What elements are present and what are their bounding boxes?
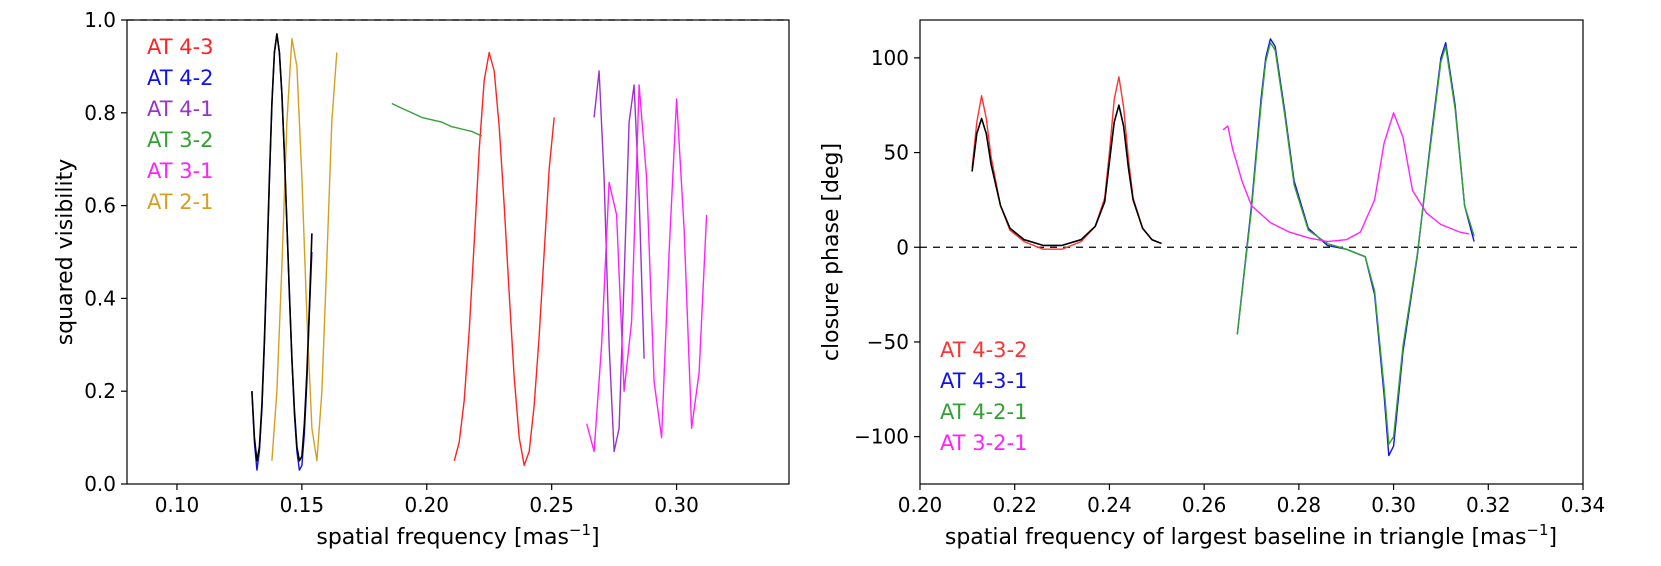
right-x-tick-label: 0.30 — [1371, 493, 1416, 517]
right-y-tick-label: 50 — [884, 141, 909, 165]
left-legend-entry: AT 4-2 — [147, 66, 214, 90]
right-legend: AT 4-3-2 AT 4-3-1 AT 4-2-1 AT 3-2-1 — [940, 338, 1027, 455]
left-x-tick-label: 0.20 — [405, 493, 450, 517]
left-series-model — [251, 33, 313, 462]
right-x-axis-label: spatial frequency of largest baseline in… — [945, 521, 1557, 550]
left-series-at-4-3 — [453, 51, 555, 467]
right-series-at-3-2-1 — [1222, 112, 1470, 243]
left-legend-entry: AT 3-1 — [147, 159, 214, 183]
left-legend-entry: AT 3-2 — [147, 128, 214, 152]
left-x-tick-label: 0.15 — [280, 493, 325, 517]
right-legend-entry: AT 3-2-1 — [940, 431, 1027, 455]
right-x-tick-label: 0.26 — [1182, 493, 1227, 517]
right-y-tick-label: −100 — [854, 425, 909, 449]
right-legend-entry: AT 4-3-1 — [940, 369, 1027, 393]
right-series-model — [971, 104, 1162, 247]
right-x-tick-label: 0.28 — [1277, 493, 1322, 517]
right-ticks: 0.20 0.22 0.24 0.26 0.28 0.30 0.32 0.34 −100 −50 0… — [854, 46, 1605, 517]
left-legend: AT 4-3 AT 4-2 AT 4-1 AT 3-2 AT 3-1 AT 2-1 — [147, 35, 214, 214]
left-y-tick-label: 0.6 — [84, 194, 116, 218]
left-x-tick-label: 0.25 — [529, 493, 574, 517]
left-series-at-4-1 — [593, 70, 645, 453]
left-ticks: 0.10 0.15 0.20 0.25 0.30 0.0 0.2 0.4 0.6 0.8 1.0 — [84, 8, 699, 517]
right-y-tick-label: −50 — [867, 330, 909, 354]
left-y-tick-label: 0.8 — [84, 101, 116, 125]
left-y-tick-label: 0.2 — [84, 379, 116, 403]
right-series-group — [971, 38, 1475, 457]
left-x-tick-label: 0.30 — [654, 493, 699, 517]
right-legend-entry: AT 4-2-1 — [940, 400, 1027, 424]
right-x-tick-label: 0.34 — [1561, 493, 1606, 517]
left-y-tick-label: 1.0 — [84, 8, 116, 32]
right-y-tick-label: 0 — [896, 235, 909, 259]
left-series-group — [251, 33, 708, 471]
right-y-axis-label: closure phase [deg] — [819, 143, 844, 361]
left-x-tick-label: 0.10 — [155, 493, 200, 517]
right-plot-frame — [919, 19, 1584, 485]
left-x-axis-label: spatial frequency [mas−1] — [316, 521, 599, 550]
left-legend-entry: AT 4-3 — [147, 35, 214, 59]
right-x-tick-label: 0.24 — [1087, 493, 1132, 517]
left-panel: 0.10 0.15 0.20 0.25 0.30 0.0 0.2 0.4 0.6 0.8 1.0 A… — [53, 8, 790, 550]
right-x-tick-label: 0.20 — [898, 493, 943, 517]
left-y-tick-label: 0.4 — [84, 286, 116, 310]
right-x-tick-label: 0.22 — [992, 493, 1037, 517]
right-x-tick-label: 0.32 — [1466, 493, 1511, 517]
left-plot-frame — [126, 19, 790, 485]
left-series-at-2-1 — [271, 37, 338, 462]
left-series-at-3-1 — [586, 84, 708, 453]
left-series-at-3-2 — [391, 102, 482, 137]
right-series-at-4-2-1 — [1236, 42, 1475, 445]
right-y-tick-label: 100 — [871, 46, 909, 70]
left-legend-entry: AT 2-1 — [147, 190, 214, 214]
left-y-tick-label: 0.0 — [84, 472, 116, 496]
left-y-axis-label: squared visibility — [53, 159, 78, 346]
right-panel: 0.20 0.22 0.24 0.26 0.28 0.30 0.32 0.34 −100 −50 0… — [819, 19, 1605, 550]
right-legend-entry: AT 4-3-2 — [940, 338, 1027, 362]
left-legend-entry: AT 4-1 — [147, 97, 214, 121]
